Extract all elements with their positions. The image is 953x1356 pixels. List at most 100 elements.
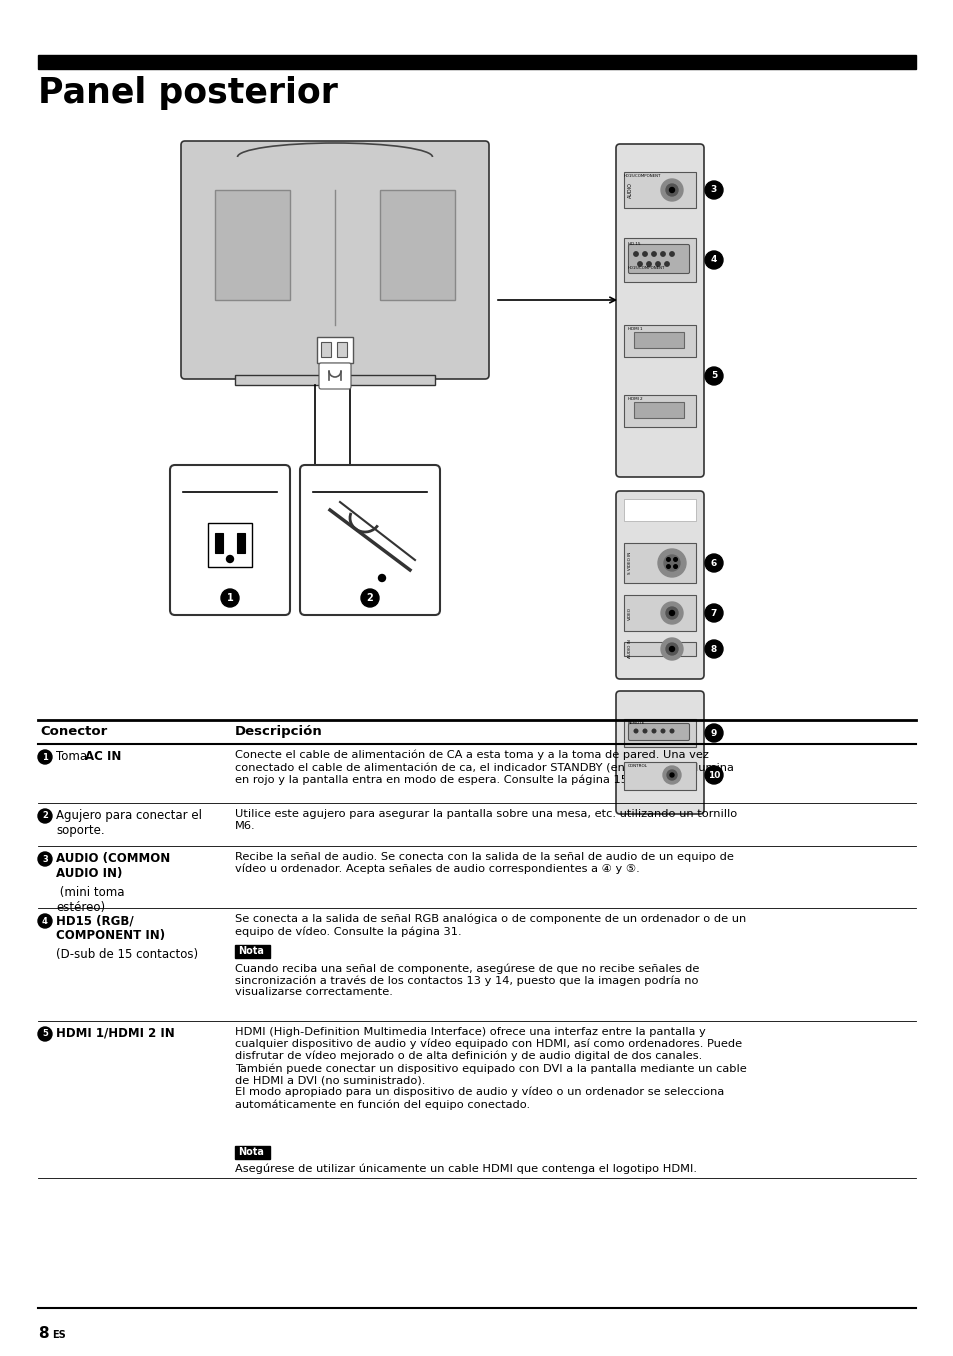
Circle shape	[704, 766, 722, 784]
Text: VIDEO: VIDEO	[627, 606, 631, 620]
Circle shape	[669, 252, 674, 256]
Text: Asegúrese de utilizar únicamente un cable HDMI que contenga el logotipo HDMI.: Asegúrese de utilizar únicamente un cabl…	[234, 1163, 697, 1174]
Bar	[623, 325, 696, 357]
Circle shape	[652, 730, 655, 732]
Text: HD15 (RGB/
COMPONENT IN): HD15 (RGB/ COMPONENT IN)	[56, 914, 165, 942]
FancyBboxPatch shape	[299, 465, 439, 616]
Circle shape	[38, 1026, 52, 1041]
Text: AUDIO (COMMON
AUDIO IN): AUDIO (COMMON AUDIO IN)	[56, 852, 170, 880]
FancyBboxPatch shape	[170, 465, 290, 616]
Text: 1: 1	[227, 593, 233, 603]
Text: (mini toma
estéreo): (mini toma estéreo)	[56, 885, 125, 914]
Bar	[623, 395, 696, 427]
Circle shape	[704, 180, 722, 199]
Circle shape	[666, 564, 670, 568]
Circle shape	[669, 187, 674, 193]
Circle shape	[633, 252, 638, 256]
Bar	[208, 523, 252, 567]
Circle shape	[38, 914, 52, 928]
Circle shape	[221, 589, 239, 607]
Circle shape	[642, 252, 646, 256]
Circle shape	[655, 262, 659, 266]
Text: 3: 3	[42, 854, 48, 864]
Bar	[320, 342, 331, 357]
Bar	[623, 719, 696, 747]
FancyBboxPatch shape	[628, 244, 689, 274]
Bar	[623, 641, 696, 656]
Bar	[634, 401, 683, 418]
Text: 2: 2	[366, 593, 373, 603]
Text: ES: ES	[52, 1330, 66, 1340]
Bar	[623, 595, 696, 631]
Bar	[336, 342, 347, 357]
Bar	[234, 945, 270, 957]
Bar	[214, 533, 223, 553]
Circle shape	[38, 852, 52, 866]
Bar	[623, 239, 696, 282]
Circle shape	[642, 730, 646, 732]
Circle shape	[666, 557, 670, 561]
Text: (D-sub de 15 contactos): (D-sub de 15 contactos)	[56, 948, 198, 961]
Text: 10: 10	[707, 770, 720, 780]
Bar	[214, 190, 290, 300]
Circle shape	[646, 262, 651, 266]
Text: Toma: Toma	[56, 750, 91, 763]
Text: Nota: Nota	[237, 946, 264, 956]
Bar	[623, 542, 696, 583]
Text: AUDIO IN: AUDIO IN	[627, 640, 631, 659]
Circle shape	[704, 603, 722, 622]
Circle shape	[651, 252, 656, 256]
Text: HDMI 1/HDMI 2 IN: HDMI 1/HDMI 2 IN	[56, 1026, 174, 1040]
Bar	[316, 338, 353, 363]
Text: 1: 1	[42, 753, 48, 762]
Text: 4: 4	[710, 255, 717, 264]
Circle shape	[704, 251, 722, 268]
Bar	[38, 56, 915, 69]
Circle shape	[663, 555, 679, 571]
Circle shape	[660, 252, 664, 256]
Circle shape	[664, 262, 668, 266]
Text: HDMI (High-Definition Multimedia Interface) ofrece una interfaz entre la pantall: HDMI (High-Definition Multimedia Interfa…	[234, 1026, 746, 1109]
Circle shape	[704, 367, 722, 385]
Text: HDMI 1: HDMI 1	[627, 327, 641, 331]
Bar	[623, 762, 696, 791]
Text: 8: 8	[38, 1326, 49, 1341]
Text: Se conecta a la salida de señal RGB analógica o de componente de un ordenador o : Se conecta a la salida de señal RGB anal…	[234, 914, 745, 937]
Circle shape	[673, 564, 677, 568]
Text: 5: 5	[42, 1029, 48, 1039]
FancyBboxPatch shape	[616, 692, 703, 814]
Bar	[234, 376, 435, 385]
FancyBboxPatch shape	[628, 724, 689, 740]
Bar	[623, 172, 696, 207]
Circle shape	[704, 640, 722, 658]
Circle shape	[666, 770, 677, 780]
Text: HD 15: HD 15	[627, 241, 639, 245]
Circle shape	[634, 730, 638, 732]
Circle shape	[226, 556, 233, 563]
Text: 6: 6	[710, 559, 717, 568]
Text: AUDIO: AUDIO	[627, 182, 632, 198]
Text: 9: 9	[710, 728, 717, 738]
Text: S VIDEO IN: S VIDEO IN	[627, 552, 631, 574]
Circle shape	[660, 730, 664, 732]
Circle shape	[360, 589, 378, 607]
Bar	[623, 499, 696, 521]
Text: HD15/COMPONENT: HD15/COMPONENT	[622, 174, 660, 178]
Circle shape	[704, 555, 722, 572]
Circle shape	[660, 179, 682, 201]
Circle shape	[378, 575, 385, 582]
Text: Nota: Nota	[237, 1147, 264, 1157]
Text: 2: 2	[42, 811, 48, 820]
Text: Descripción: Descripción	[234, 725, 322, 738]
Text: Panel posterior: Panel posterior	[38, 76, 337, 110]
Text: 5: 5	[710, 372, 717, 381]
Circle shape	[658, 549, 685, 578]
Circle shape	[669, 647, 674, 651]
Circle shape	[665, 643, 678, 655]
Bar	[236, 533, 245, 553]
Text: Conector: Conector	[40, 725, 107, 738]
Text: Cuando reciba una señal de componente, asegúrese de que no recibe señales de
sin: Cuando reciba una señal de componente, a…	[234, 963, 699, 997]
FancyBboxPatch shape	[181, 141, 489, 378]
Bar	[634, 332, 683, 348]
Text: Agujero para conectar el
soporte.: Agujero para conectar el soporte.	[56, 810, 202, 837]
